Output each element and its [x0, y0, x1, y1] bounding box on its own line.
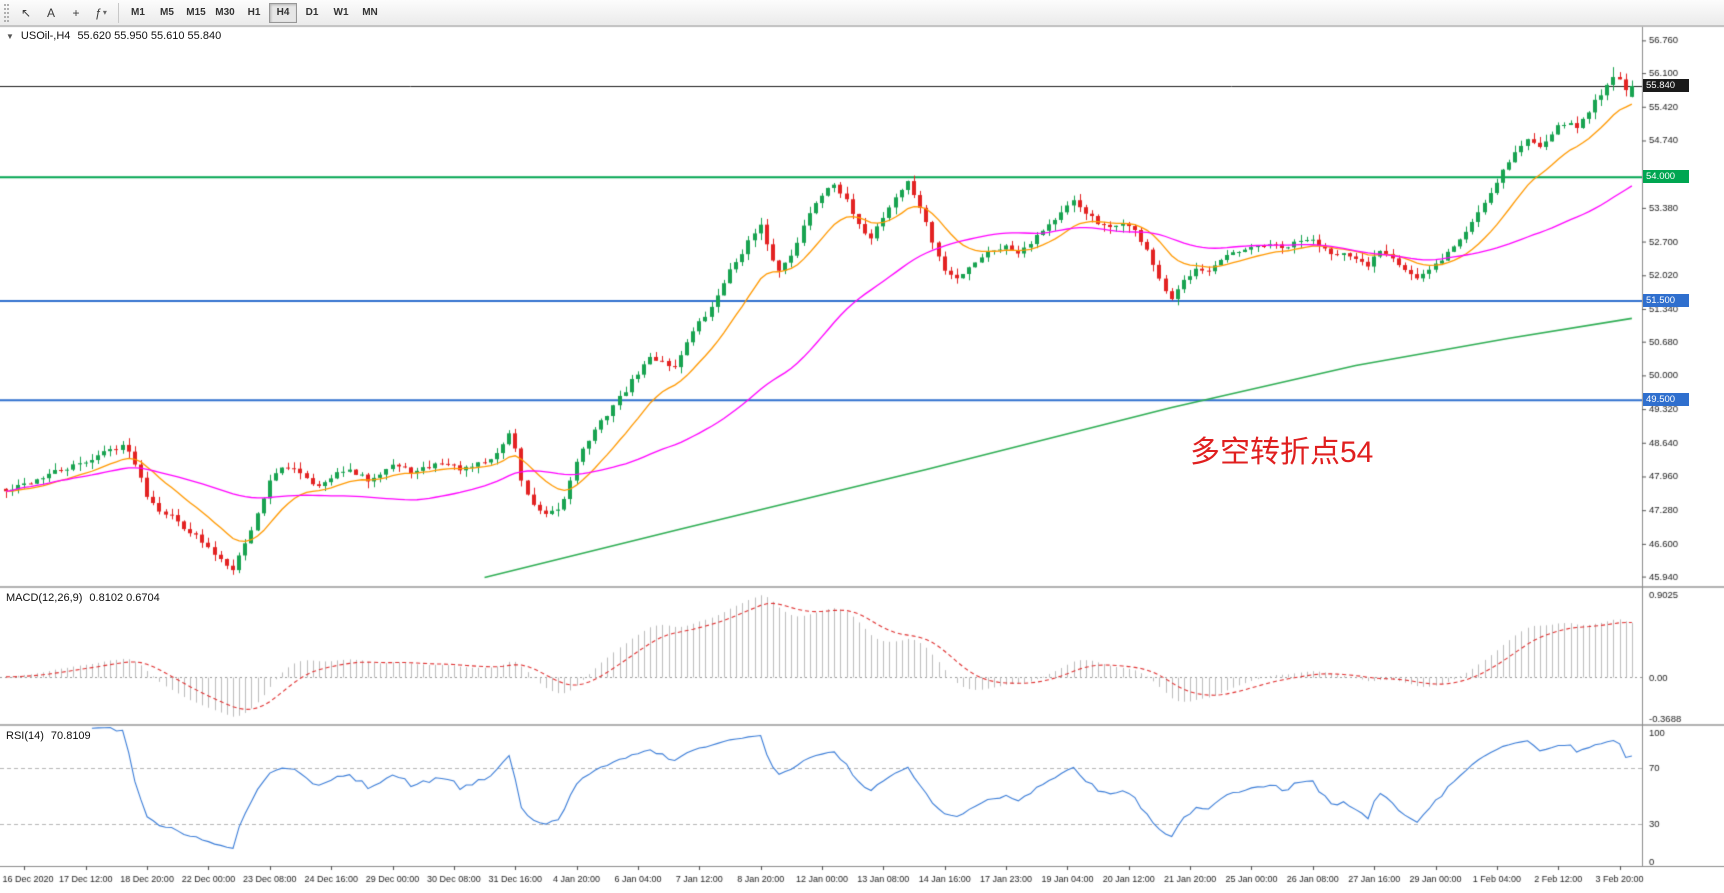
tool-button-text-label[interactable]: A — [39, 3, 63, 23]
hline-label-49500: 49.500 — [1643, 393, 1689, 407]
timeframe-button-d1[interactable]: D1 — [298, 3, 326, 23]
tool-button-indicators[interactable]: ƒ ▾ — [89, 3, 113, 23]
tool-button-cursor[interactable]: ↖ — [14, 3, 38, 23]
toolbar-timeframes: M1 M5 M15 M30 H1 H4 D1 W1 MN — [124, 2, 384, 23]
chart-header: ▼ USOil-,H4 55.620 55.950 55.610 55.840 — [6, 30, 221, 42]
macd-name: MACD(12,26,9) — [6, 592, 83, 604]
current-price-badge: 55.840 — [1643, 78, 1689, 92]
timeframe-button-w1[interactable]: W1 — [327, 3, 355, 23]
toolbar-separator — [118, 2, 119, 23]
toolbar-drag-handle[interactable] — [4, 3, 9, 22]
timeframe-button-m5[interactable]: M5 — [153, 3, 181, 23]
timeframe-button-m30[interactable]: M30 — [211, 3, 239, 23]
timeframe-button-h4[interactable]: H4 — [269, 2, 297, 23]
chart-canvas[interactable] — [0, 26, 1724, 893]
ohlc-values: 55.620 55.950 55.610 55.840 — [77, 30, 222, 42]
timeframe-button-mn[interactable]: MN — [356, 3, 384, 23]
symbol-timeframe-label: USOil-,H4 — [20, 30, 71, 42]
collapse-panel-icon[interactable]: ▼ — [6, 31, 14, 41]
toolbar: ↖ A + ƒ ▾ M1 M5 M15 M30 H1 H4 D1 W1 MN — [0, 0, 1724, 26]
timeframe-button-m1[interactable]: M1 — [124, 3, 152, 23]
rsi-indicator-label: RSI(14) 70.8109 — [6, 730, 91, 742]
rsi-value: 70.8109 — [50, 730, 91, 742]
timeframe-button-h1[interactable]: H1 — [240, 3, 268, 23]
rsi-name: RSI(14) — [6, 730, 44, 742]
indicators-icon: ƒ — [95, 5, 102, 20]
macd-indicator-label: MACD(12,26,9) 0.8102 0.6704 — [6, 592, 160, 604]
chart-area: ▼ USOil-,H4 55.620 55.950 55.610 55.840 … — [0, 26, 1724, 893]
macd-values: 0.8102 0.6704 — [89, 592, 160, 604]
tool-button-crosshair[interactable]: + — [64, 3, 88, 23]
toolbar-tools: ↖ A + ƒ ▾ — [14, 3, 113, 23]
chevron-down-icon: ▾ — [102, 8, 107, 17]
hline-label-54000: 54.000 — [1643, 170, 1689, 184]
annotation-text[interactable]: 多空转折点54 — [1190, 436, 1374, 470]
cursor-icon: ↖ — [20, 5, 32, 20]
hline-label-51500: 51.500 — [1643, 294, 1689, 308]
crosshair-icon: + — [72, 5, 80, 20]
text-label-icon: A — [46, 5, 55, 20]
timeframe-button-m15[interactable]: M15 — [182, 3, 210, 23]
